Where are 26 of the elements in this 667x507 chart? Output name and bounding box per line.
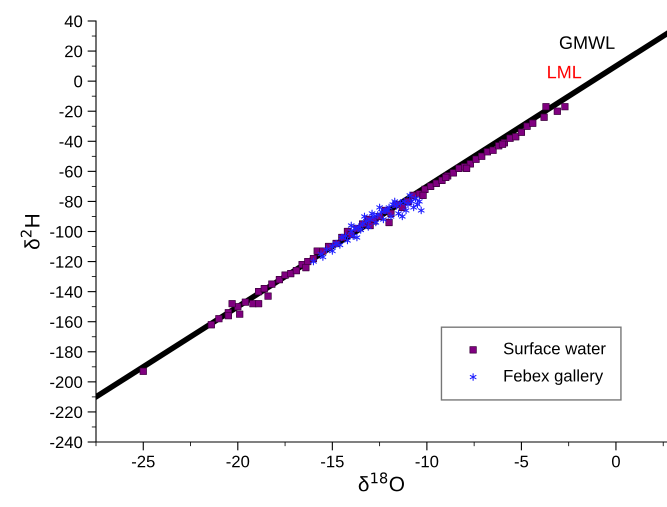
y-tick-label: -20 — [59, 106, 82, 118]
y-tick-label: -200 — [50, 376, 82, 388]
y-tick-label: -160 — [50, 316, 82, 328]
x-tick-label: -15 — [321, 456, 344, 468]
y-tick-label: 20 — [65, 45, 82, 58]
annotation: LML — [548, 66, 582, 78]
y-tick-label: 40 — [64, 15, 82, 28]
y-tick-label: -180 — [50, 346, 82, 358]
y-tick-label: -100 — [50, 226, 82, 238]
y-tick-label: -140 — [50, 286, 82, 298]
annotation: GMWL — [560, 36, 615, 49]
y-tick-label: -240 — [50, 436, 82, 448]
x-tick-label: -20 — [226, 456, 250, 468]
x-tick-label: -5 — [514, 456, 528, 468]
y-tick-label: -120 — [50, 256, 82, 268]
y-axis-title: δ$^{2}$H — [20, 214, 40, 250]
y-tick-label: -60 — [59, 166, 82, 178]
legend-label: Surface water — [504, 342, 606, 354]
x-tick-label: -25 — [132, 456, 155, 468]
y-tick-label: -40 — [59, 136, 82, 148]
x-axis-title: δ$^{18}$O — [358, 472, 404, 492]
y-tick-label: -220 — [50, 406, 82, 418]
y-tick-label: 0 — [74, 76, 82, 88]
x-tick-label: 0 — [612, 456, 620, 468]
y-tick-label: -80 — [59, 196, 82, 208]
x-tick-label: -10 — [416, 456, 438, 468]
